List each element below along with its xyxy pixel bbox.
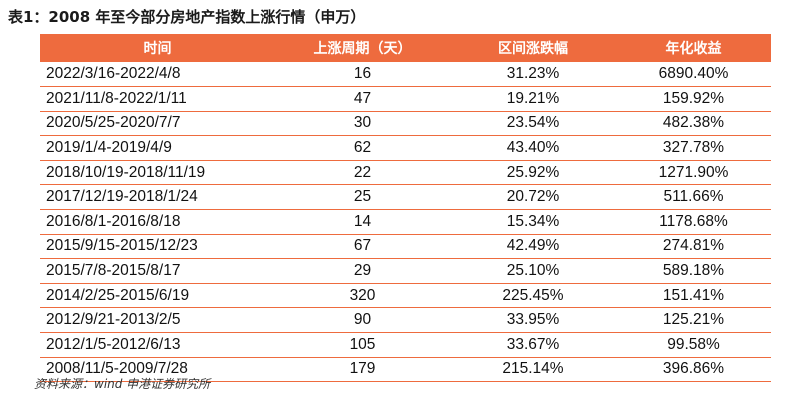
table-row: 2015/7/8-2015/8/17 29 25.10% 589.18% <box>40 258 771 284</box>
header-range-change: 区间涨跌幅 <box>450 34 616 62</box>
range-change-cell: 31.23% <box>450 62 616 88</box>
period-cell: 2015/7/8-2015/8/17 <box>40 258 275 284</box>
table-row: 2016/8/1-2016/8/18 14 15.34% 1178.68% <box>40 209 771 235</box>
annualized-return-cell: 482.38% <box>616 111 771 137</box>
annualized-return-cell: 589.18% <box>616 258 771 284</box>
rise-days-cell: 105 <box>275 332 450 358</box>
rise-days-cell: 25 <box>275 184 450 211</box>
annualized-return-cell: 151.41% <box>616 283 771 309</box>
table-row: 2018/10/19-2018/11/19 22 25.92% 1271.90% <box>40 160 771 186</box>
table-row: 2012/1/5-2012/6/13 105 33.67% 99.58% <box>40 332 771 358</box>
rise-days-cell: 62 <box>275 135 450 161</box>
range-change-cell: 33.67% <box>450 332 616 358</box>
period-cell: 2020/5/25-2020/7/7 <box>40 111 275 137</box>
rise-days-cell: 30 <box>275 111 450 137</box>
header-period: 时间 <box>40 34 275 62</box>
rise-days-cell: 320 <box>275 283 450 309</box>
table-row: 2019/1/4-2019/4/9 62 43.40% 327.78% <box>40 135 771 161</box>
range-change-cell: 33.95% <box>450 307 616 334</box>
period-cell: 2014/2/25-2015/6/19 <box>40 283 275 309</box>
range-change-cell: 15.34% <box>450 209 616 235</box>
table-row: 2014/2/25-2015/6/19 320 225.45% 151.41% <box>40 283 771 309</box>
rise-days-cell: 22 <box>275 160 450 186</box>
annualized-return-cell: 125.21% <box>616 307 771 334</box>
annualized-return-cell: 159.92% <box>616 86 771 112</box>
table-row: 2021/11/8-2022/1/11 47 19.21% 159.92% <box>40 86 771 112</box>
period-cell: 2019/1/4-2019/4/9 <box>40 135 275 161</box>
range-change-cell: 43.40% <box>450 135 616 161</box>
range-change-cell: 42.49% <box>450 234 616 260</box>
period-cell: 2012/9/21-2013/2/5 <box>40 307 275 334</box>
range-change-cell: 25.10% <box>450 258 616 284</box>
table-row: 2020/5/25-2020/7/7 30 23.54% 482.38% <box>40 111 771 137</box>
rise-days-cell: 16 <box>275 62 450 88</box>
range-change-cell: 215.14% <box>450 357 616 383</box>
annualized-return-cell: 99.58% <box>616 332 771 358</box>
header-row: 时间 上涨周期（天） 区间涨跌幅 年化收益 <box>40 34 771 62</box>
range-change-cell: 25.92% <box>450 160 616 186</box>
table-caption: 表1：2008 年至今部分房地产指数上涨行情（申万） <box>8 8 366 26</box>
rise-days-cell: 90 <box>275 307 450 334</box>
annualized-return-cell: 1178.68% <box>616 209 771 235</box>
range-change-cell: 20.72% <box>450 184 616 211</box>
period-cell: 2015/9/15-2015/12/23 <box>40 234 275 260</box>
period-cell: 2008/11/5-2009/7/28 <box>40 357 275 383</box>
header-annualized-return: 年化收益 <box>616 34 771 62</box>
data-table: 时间 上涨周期（天） 区间涨跌幅 年化收益 2022/3/16-2022/4/8… <box>40 34 771 383</box>
table-row: 2022/3/16-2022/4/8 16 31.23% 6890.40% <box>40 62 771 88</box>
period-cell: 2018/10/19-2018/11/19 <box>40 160 275 186</box>
rise-days-cell: 179 <box>275 357 450 383</box>
header-rise-days: 上涨周期（天） <box>275 34 450 62</box>
table-row: 2015/9/15-2015/12/23 67 42.49% 274.81% <box>40 234 771 260</box>
annualized-return-cell: 327.78% <box>616 135 771 161</box>
annualized-return-cell: 274.81% <box>616 234 771 260</box>
annualized-return-cell: 396.86% <box>616 357 771 383</box>
period-cell: 2017/12/19-2018/1/24 <box>40 184 275 211</box>
period-cell: 2021/11/8-2022/1/11 <box>40 86 275 112</box>
rise-days-cell: 29 <box>275 258 450 284</box>
rise-days-cell: 14 <box>275 209 450 235</box>
range-change-cell: 19.21% <box>450 86 616 112</box>
table-row: 2017/12/19-2018/1/24 25 20.72% 511.66% <box>40 184 771 211</box>
annualized-return-cell: 511.66% <box>616 184 771 211</box>
table-row: 2008/11/5-2009/7/28 179 215.14% 396.86% <box>40 357 771 383</box>
source-note: 资料来源：wind 申港证券研究所 <box>34 377 211 391</box>
period-cell: 2012/1/5-2012/6/13 <box>40 332 275 358</box>
table-row: 2012/9/21-2013/2/5 90 33.95% 125.21% <box>40 307 771 334</box>
range-change-cell: 23.54% <box>450 111 616 137</box>
annualized-return-cell: 1271.90% <box>616 160 771 186</box>
period-cell: 2022/3/16-2022/4/8 <box>40 62 275 88</box>
period-cell: 2016/8/1-2016/8/18 <box>40 209 275 235</box>
annualized-return-cell: 6890.40% <box>616 62 771 88</box>
table-body: 2022/3/16-2022/4/8 16 31.23% 6890.40% 2021/1… <box>40 62 771 383</box>
rise-days-cell: 47 <box>275 86 450 112</box>
rise-days-cell: 67 <box>275 234 450 260</box>
range-change-cell: 225.45% <box>450 283 616 309</box>
